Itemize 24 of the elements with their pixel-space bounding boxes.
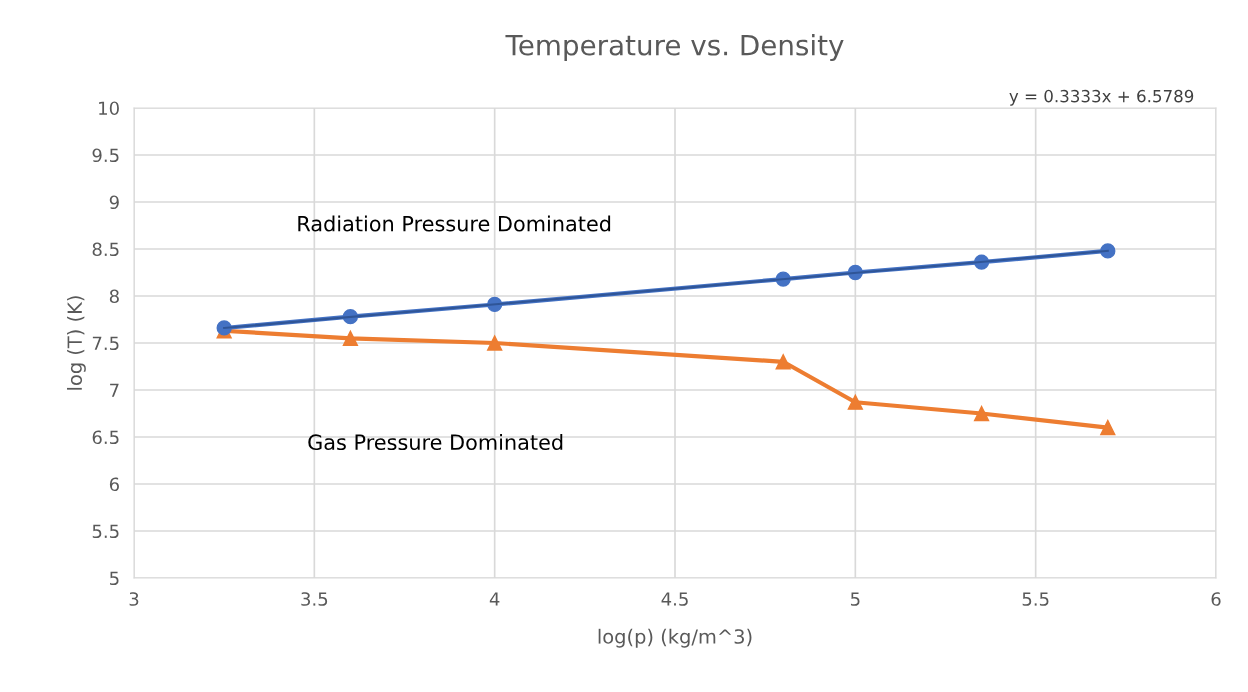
x-tick-label: 5.5 <box>1022 592 1049 606</box>
y-tick-label: 8.5 <box>92 242 119 257</box>
y-tick-label: 6 <box>109 477 119 492</box>
y-tick-label: 7.5 <box>92 336 119 351</box>
x-tick-label: 5 <box>850 592 860 606</box>
text: y = 0.3333x + 6.5789 <box>1009 89 1194 106</box>
x-tick-label: 3.5 <box>301 592 328 606</box>
y-tick-label: 5 <box>110 571 119 586</box>
y-tick-label: 6.5 <box>92 430 119 445</box>
y-axis-title: log (T) (K) <box>67 296 86 390</box>
x-tick-label: 3 <box>129 592 139 606</box>
x-tick-label: 6 <box>1211 592 1221 606</box>
y-tick-label: 5.5 <box>92 524 119 539</box>
annotation: Radiation Pressure Dominated <box>298 215 611 232</box>
x-tick-label: 4 <box>489 592 500 606</box>
chart-title: Temperature vs. Density <box>505 34 844 61</box>
y-tick-label: 9.5 <box>92 148 119 163</box>
y-tick-label: 10 <box>99 101 119 116</box>
x-axis-title: log(p) (kg/m^3) <box>598 628 752 648</box>
y-tick-label: 8 <box>109 289 119 304</box>
y-tick-label: 7 <box>110 383 119 397</box>
y-tick-label: 9 <box>109 195 119 210</box>
x-tick-label: 4.5 <box>661 592 688 606</box>
annotation: Gas Pressure Dominated <box>308 433 563 451</box>
